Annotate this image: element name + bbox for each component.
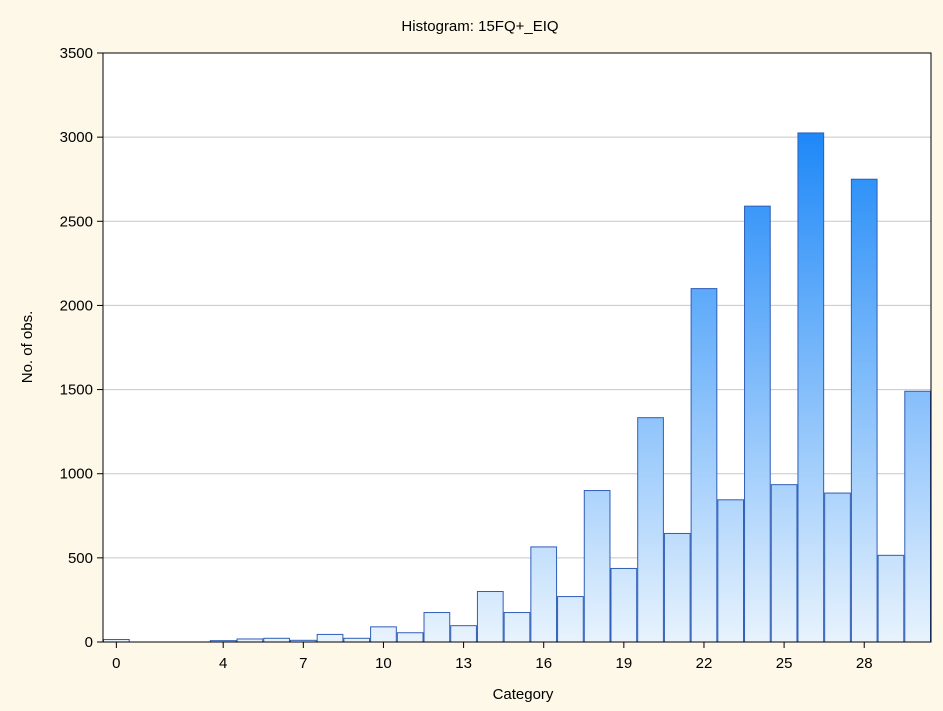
y-tick-label: 3500: [60, 45, 93, 62]
y-tick-label: 0: [85, 634, 93, 651]
histogram-bar: [263, 637, 290, 643]
histogram-bar: [450, 625, 477, 643]
histogram-bar: [583, 490, 611, 643]
histogram-bar: [503, 612, 531, 643]
x-tick-label: 25: [776, 655, 793, 672]
x-tick-label: 16: [535, 655, 552, 672]
y-tick-label: 1000: [60, 466, 93, 483]
histogram-bar: [476, 591, 504, 643]
histogram-bar: [717, 499, 745, 643]
histogram-bar: [824, 492, 851, 643]
y-tick-label: 2000: [60, 297, 93, 314]
histogram-bar: [690, 288, 718, 643]
y-tick-label: 500: [68, 550, 93, 567]
x-tick-label: 22: [696, 655, 713, 672]
histogram-bar: [530, 546, 558, 643]
histogram-bar: [850, 178, 878, 643]
plot-frame: [102, 52, 932, 643]
histogram-bar: [343, 637, 371, 643]
x-tick-label: 4: [219, 655, 227, 672]
y-tick-label: 3000: [60, 129, 93, 146]
histogram-bar: [904, 390, 932, 643]
histogram-bar: [557, 596, 584, 643]
x-tick-label: 0: [112, 655, 120, 672]
histogram-bar: [637, 417, 664, 643]
histogram-bar: [396, 632, 424, 643]
y-axis-title: No. of obs.: [19, 311, 36, 384]
histogram-bar: [316, 633, 344, 643]
histogram-bar: [423, 612, 451, 643]
histogram-bar: [877, 554, 905, 643]
grid-lines: [103, 136, 931, 559]
histogram-bar: [370, 626, 397, 643]
x-axis: 0 4 7 10 13 16 19 22 25 28: [112, 642, 873, 672]
bars: [103, 132, 932, 643]
histogram-bar: [610, 567, 638, 643]
histogram-bar: [744, 205, 771, 643]
chart-title: Histogram: 15FQ+_EIQ: [401, 18, 558, 35]
x-tick-label: 28: [856, 655, 873, 672]
histogram-bar: [663, 532, 691, 643]
x-tick-label: 19: [615, 655, 632, 672]
y-tick-label: 2500: [60, 213, 93, 230]
y-axis: 0 500 1000 1500 2000 2500 3000 3500: [60, 45, 103, 651]
x-tick-label: 13: [455, 655, 472, 672]
histogram-bar: [770, 484, 798, 643]
x-axis-title: Category: [493, 686, 554, 703]
x-tick-label: 7: [299, 655, 307, 672]
x-tick-label: 10: [375, 655, 392, 672]
histogram-bar: [797, 132, 825, 643]
y-tick-label: 1500: [60, 382, 93, 399]
